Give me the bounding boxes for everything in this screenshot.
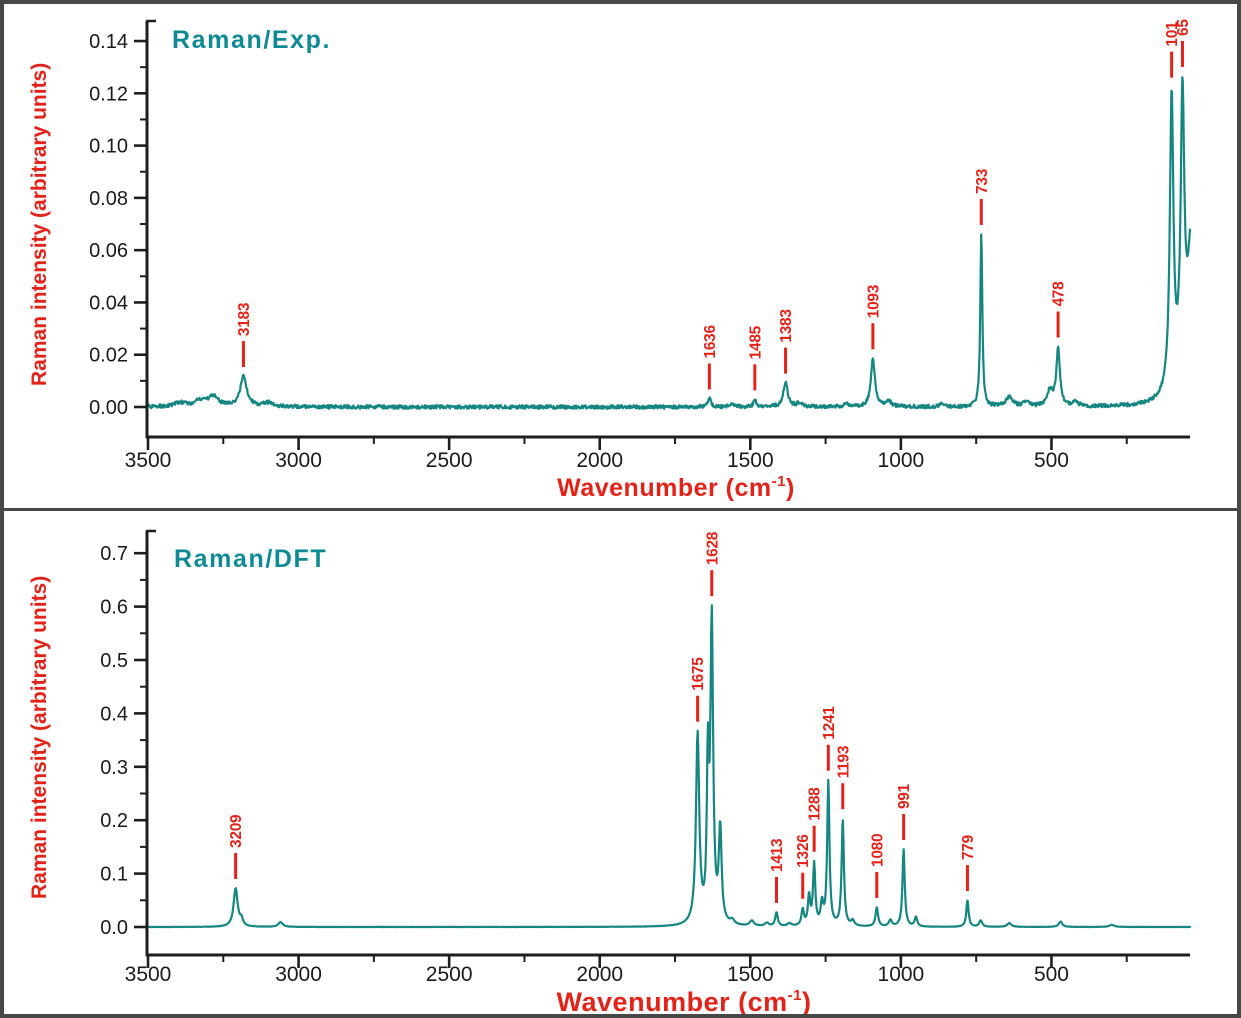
peak-label: 1485 [747,325,764,359]
peak-label: 1288 [807,787,824,821]
y-tick-label: 0.7 [100,543,128,565]
x-axis-ticks: 3500 3000 2500 2000 1500 1000 500 [125,437,1128,472]
peak-label: 733 [974,168,991,194]
x-tick-label: 1500 [727,963,774,986]
x-tick-label: 3500 [125,449,172,472]
y-tick-label: 0.12 [89,83,128,105]
peak-label: 101 [1164,21,1181,47]
y-tick-label: 0.14 [89,31,128,53]
panel-divider [0,508,1241,511]
y-axis-ticks: 0.14 0.12 0.10 0.08 0.06 0.04 0.02 0.00 [89,31,147,419]
peak-label: 65 [1175,19,1192,36]
x-tick-label: 500 [1034,449,1069,472]
raman-exp-plot: 0.14 0.12 0.10 0.08 0.06 0.04 0.02 0.00 3500 3000… [28,19,1192,502]
y-tick-label: 0.08 [89,188,128,210]
axes [145,19,1190,439]
peak-label: 1326 [795,834,812,868]
y-tick-label: 0.6 [100,597,128,619]
x-axis-ticks: 3500 3000 2500 2000 1500 1000 500 [125,955,1128,986]
plot-title-exp: Raman/Exp. [172,26,331,54]
x-axis-label-exp-superscript: -1 [772,473,786,490]
raman-exp-panel: 0.14 0.12 0.10 0.08 0.06 0.04 0.02 0.00 3500 3000… [4,4,1237,508]
y-axis-label-dft: Raman intensity (arbitrary units) [28,576,51,899]
x-tick-label: 3000 [275,963,322,986]
peak-annotations: 3209 1675 1628 1413 1326 1288 1241 1193 1080 991 7… [228,531,977,903]
peak-label: 1675 [690,657,707,691]
x-axis-label-dft: Wavenumber (cm-1) [557,987,812,1014]
raman-exp-plot-area: 0.14 0.12 0.10 0.08 0.06 0.04 0.02 0.00 3500 3000… [89,19,1192,472]
x-tick-label: 3000 [275,449,322,472]
plot-title-dft: Raman/DFT [174,545,327,573]
peak-label: 1636 [702,325,719,359]
x-tick-label: 2500 [426,963,473,986]
x-axis-label-exp: Wavenumber (cm-1) [557,473,795,502]
y-tick-label: 0.4 [100,703,128,725]
x-tick-label: 2000 [576,449,623,472]
peak-label: 991 [896,783,913,809]
peak-label: 3183 [236,302,253,336]
y-tick-label: 0.02 [89,345,128,367]
y-tick-label: 0.5 [100,650,128,672]
raman-dft-panel: 0.7 0.6 0.5 0.4 0.3 0.2 0.1 0.0 3500 3000 2500 2000… [4,511,1237,1014]
x-axis-label-exp-text: Wavenumber (cm [557,474,771,502]
x-tick-label: 1500 [727,449,774,472]
peak-label: 1193 [835,745,852,778]
axes [145,529,1190,957]
y-tick-label: 0.04 [89,292,128,314]
x-tick-label: 500 [1034,963,1069,986]
x-axis-label-dft-text: Wavenumber (cm [557,987,788,1014]
raman-dft-plot: 0.7 0.6 0.5 0.4 0.3 0.2 0.1 0.0 3500 3000 2500 2000… [28,529,1191,1014]
x-axis-label-dft-superscript: -1 [788,987,802,1004]
x-tick-label: 2500 [426,449,473,472]
y-tick-label: 0.10 [89,136,128,158]
peak-label: 478 [1051,281,1068,307]
x-tick-label: 2000 [576,963,623,986]
x-axis-label-exp-close: ) [786,474,795,502]
peak-label: 1093 [865,284,882,318]
spectrum-trace [146,76,1191,410]
y-tick-label: 0.1 [100,864,128,886]
y-tick-label: 0.00 [89,397,128,419]
peak-label: 1383 [778,309,795,343]
y-tick-label: 0.3 [100,757,128,779]
x-tick-label: 1000 [878,963,925,986]
y-tick-label: 0.06 [89,240,128,262]
x-axis-label-dft-close: ) [802,987,812,1014]
x-tick-label: 1000 [878,449,925,472]
y-tick-label: 0.2 [100,810,128,832]
peak-label: 779 [960,834,977,860]
peak-label: 1413 [769,838,786,872]
y-axis-ticks: 0.7 0.6 0.5 0.4 0.3 0.2 0.1 0.0 [100,543,147,939]
x-tick-label: 3500 [125,963,172,986]
y-axis-label-exp: Raman intensity (arbitrary units) [28,63,51,386]
peak-label: 1241 [821,706,838,740]
y-tick-label: 0.0 [100,917,128,939]
spectrum-trace [146,604,1191,929]
peak-label: 1628 [704,531,721,565]
peak-label: 1080 [869,834,886,867]
peak-label: 3209 [228,814,245,848]
raman-dft-plot-area: 0.7 0.6 0.5 0.4 0.3 0.2 0.1 0.0 3500 3000 2500 2000… [100,529,1191,986]
